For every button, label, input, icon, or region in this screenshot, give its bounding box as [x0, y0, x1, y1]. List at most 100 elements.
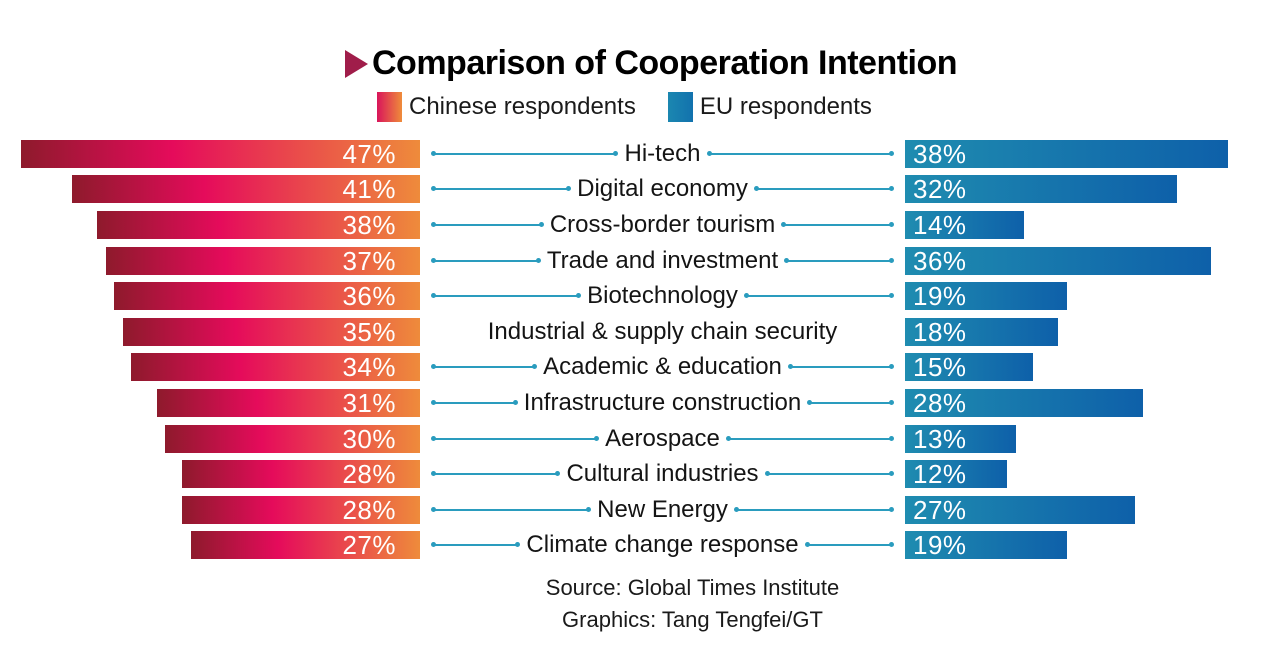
- chinese-value-label: 41%: [342, 174, 396, 205]
- eu-bar: 27%: [905, 494, 1135, 525]
- category-label: Hi-tech: [624, 139, 701, 167]
- category-label: Biotechnology: [587, 282, 738, 310]
- chinese-value-label: 28%: [342, 459, 396, 490]
- eu-bar-zone: 32%: [905, 174, 1267, 205]
- category-zone: Cross-border tourism: [420, 212, 905, 237]
- chinese-bar-zone: 36%: [0, 282, 420, 311]
- chinese-bar: 30%: [165, 423, 420, 454]
- chinese-bar: 36%: [114, 282, 420, 311]
- connector-left-line: [430, 471, 561, 477]
- chinese-bar-zone: 35%: [0, 316, 420, 347]
- eu-bar-zone: 15%: [905, 353, 1267, 382]
- category-zone: Industrial & supply chain security: [420, 319, 905, 344]
- chinese-bar-zone: 37%: [0, 245, 420, 276]
- chinese-bar-zone: 34%: [0, 353, 420, 382]
- eu-bar: 19%: [905, 282, 1067, 311]
- footer: Source: Global Times Institute Graphics:…: [0, 572, 1267, 636]
- chinese-bar: 37%: [105, 245, 420, 276]
- eu-bar: 28%: [905, 388, 1143, 417]
- category-zone: Infrastructure construction: [420, 388, 905, 416]
- connector-left-line: [430, 150, 619, 156]
- eu-value-label: 27%: [913, 494, 967, 525]
- category-zone: Cultural industries: [420, 462, 905, 486]
- credit-text: Graphics: Tang Tengfei/GT: [562, 607, 823, 632]
- chinese-value-label: 38%: [342, 209, 396, 240]
- category-zone: New Energy: [420, 495, 905, 523]
- category-label: Infrastructure construction: [523, 388, 802, 416]
- eu-bar: 15%: [905, 353, 1033, 382]
- eu-bar: 36%: [905, 245, 1211, 276]
- chinese-value-label: 37%: [342, 245, 396, 276]
- chart-row: 28% New Energy 27%: [0, 492, 1267, 528]
- category-zone: Academic & education: [420, 355, 905, 379]
- connector-right-line: [764, 471, 895, 477]
- chinese-bar: 41%: [71, 174, 420, 205]
- chinese-bar-zone: 47%: [0, 138, 420, 169]
- connector-right-line: [753, 186, 895, 192]
- eu-bar: 32%: [905, 174, 1177, 205]
- connector-right-line: [706, 150, 895, 156]
- eu-bar: 12%: [905, 459, 1007, 490]
- chinese-bar: 34%: [131, 353, 420, 382]
- connector-left-line: [430, 506, 592, 512]
- category-zone: Digital economy: [420, 177, 905, 201]
- category-label: Aerospace: [605, 424, 720, 452]
- chinese-bar: 27%: [190, 530, 420, 561]
- chart-title-row: Comparison of Cooperation Intention: [345, 44, 958, 83]
- eu-bar-zone: 12%: [905, 459, 1267, 490]
- chinese-bar: 28%: [182, 495, 420, 524]
- category-label: Academic & education: [543, 353, 782, 381]
- connector-left-line: [430, 293, 582, 299]
- eu-value-label: 32%: [913, 174, 967, 205]
- eu-bar-zone: 14%: [905, 209, 1267, 240]
- chinese-value-label: 35%: [342, 316, 396, 347]
- chinese-value-label: 30%: [342, 423, 396, 454]
- source-text: Source: Global Times Institute: [545, 575, 840, 600]
- connector-right-line: [804, 542, 895, 548]
- category-label: Trade and investment: [546, 246, 779, 274]
- connector-left-line: [430, 186, 572, 192]
- legend-label-chinese: Chinese respondents: [409, 93, 636, 120]
- category-label: New Energy: [597, 495, 728, 523]
- chart-row: 35% Industrial & supply chain security 1…: [0, 314, 1267, 350]
- eu-value-label: 12%: [913, 459, 967, 490]
- chinese-bar-zone: 41%: [0, 174, 420, 205]
- chinese-bar-zone: 38%: [0, 209, 420, 240]
- chart-row: 31% Infrastructure construction 28%: [0, 385, 1267, 421]
- connector-left-line: [431, 257, 541, 263]
- connector-right-line: [784, 257, 894, 263]
- eu-bar-zone: 19%: [905, 282, 1267, 311]
- eu-bar: 18%: [905, 316, 1058, 347]
- connector-left-line: [430, 435, 600, 441]
- eu-bar: 38%: [905, 138, 1228, 169]
- chart-row: 37% Trade and investment 36%: [0, 243, 1267, 279]
- eu-bar-zone: 28%: [905, 388, 1267, 417]
- eu-bar-zone: 36%: [905, 245, 1267, 276]
- eu-bar-zone: 18%: [905, 316, 1267, 347]
- eu-value-label: 38%: [913, 138, 967, 169]
- connector-left-line: [431, 221, 544, 227]
- eu-value-label: 36%: [913, 245, 967, 276]
- chinese-value-label: 31%: [342, 387, 396, 418]
- chinese-bar: 35%: [122, 316, 420, 347]
- category-zone: Hi-tech: [420, 139, 905, 167]
- chart-row: 28% Cultural industries 12%: [0, 456, 1267, 492]
- eu-value-label: 13%: [913, 423, 967, 454]
- eu-value-label: 18%: [913, 316, 967, 347]
- chinese-bar-zone: 27%: [0, 530, 420, 561]
- connector-right-line: [807, 399, 894, 405]
- chinese-value-label: 27%: [342, 530, 396, 561]
- eu-bar: 19%: [905, 531, 1067, 560]
- chinese-swatch-icon: [377, 92, 402, 122]
- chinese-value-label: 47%: [342, 138, 396, 169]
- eu-value-label: 14%: [913, 209, 967, 240]
- connector-right-line: [743, 293, 895, 299]
- chinese-bar: 38%: [97, 209, 420, 240]
- connector-right-line: [733, 506, 895, 512]
- eu-bar-zone: 13%: [905, 423, 1267, 454]
- category-label: Climate change response: [526, 531, 799, 559]
- eu-bar: 13%: [905, 423, 1016, 454]
- category-label: Cultural industries: [566, 460, 759, 488]
- chart-row: 38% Cross-border tourism 14%: [0, 207, 1267, 243]
